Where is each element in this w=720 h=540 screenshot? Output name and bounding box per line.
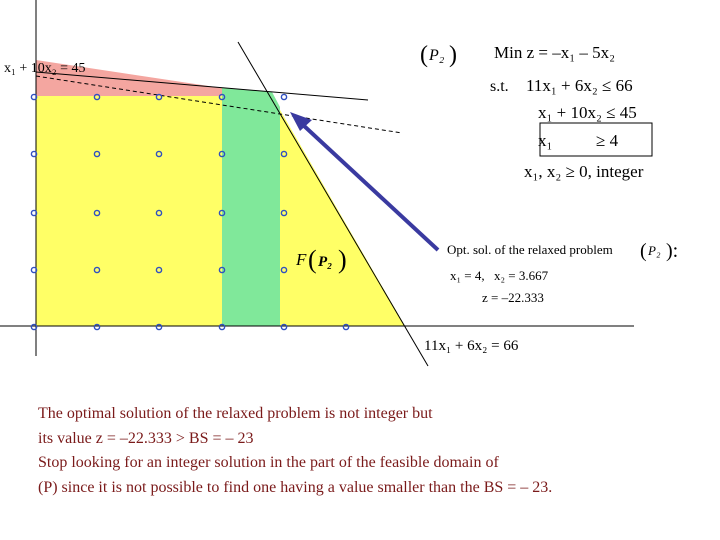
constraint1-line <box>237 41 429 367</box>
objective-line <box>35 75 403 134</box>
explanation-line-2: its value z = –22.333 > BS = – 23 <box>38 429 254 447</box>
lattice-point <box>93 266 101 274</box>
lattice-point <box>342 323 350 331</box>
lattice-point <box>155 150 163 158</box>
relaxed-x1: x₁ = 4, <box>450 268 485 283</box>
lattice-point <box>218 209 226 217</box>
model-constraint4: x₁, x₂ ≥ 0, integer <box>524 162 644 181</box>
lattice-point <box>280 209 288 217</box>
branch-constraint-box <box>539 122 653 157</box>
lattice-point <box>218 93 226 101</box>
lattice-point <box>30 150 38 158</box>
constraint2-label: x₁ + 10x₂ = 45 <box>4 61 86 76</box>
relaxed-title: Opt. sol. of the relaxed problem <box>447 242 613 257</box>
cut-region <box>36 60 222 96</box>
constraint2-line <box>35 71 369 101</box>
lattice-point <box>30 93 38 101</box>
relaxed-paren-open: ( <box>640 240 647 262</box>
model-constraint1: 11x₁ + 6x₂ ≤ 66 <box>526 76 633 95</box>
model-paren-open: ( <box>420 42 428 68</box>
lp-diagram: x₁ + 10x₂ = 45 11x₁ + 6x₂ = 66 F ( P₂ ) … <box>0 0 678 367</box>
lattice-point <box>30 209 38 217</box>
model-st: s.t. <box>490 78 509 95</box>
explanation-line-4: (P) since it is not possible to find one… <box>38 478 553 496</box>
region-paren-open: ( <box>308 245 317 274</box>
relaxed-problem: P₂ <box>647 243 661 258</box>
lattice-point <box>218 266 226 274</box>
lattice-point <box>93 93 101 101</box>
feasible-region <box>36 72 405 326</box>
lattice-point <box>280 323 288 331</box>
lattice-point <box>155 209 163 217</box>
explanation-line-3: Stop looking for an integer solution in … <box>38 454 499 471</box>
lattice-point <box>280 266 288 274</box>
region-paren-close: ) <box>338 245 347 274</box>
relaxed-z: z = –22.333 <box>482 290 544 305</box>
explanation-line-1: The optimal solution of the relaxed prob… <box>38 405 433 422</box>
relaxed-solution-arrow <box>300 122 440 252</box>
lattice-point <box>155 93 163 101</box>
lattice-point <box>155 266 163 274</box>
lattice-point <box>30 266 38 274</box>
region-label-arg: P₂ <box>318 254 332 270</box>
lattice-point <box>93 209 101 217</box>
lattice-points <box>30 93 350 331</box>
lattice-point <box>218 150 226 158</box>
model-constraint3-rel: ≥ 4 <box>596 131 619 150</box>
model-objective: Min z = –x₁ – 5x₂ <box>494 43 615 62</box>
explanation-text: The optimal solution of the relaxed prob… <box>38 402 708 500</box>
lattice-point <box>30 323 38 331</box>
model-name: P₂ <box>428 47 445 64</box>
relaxed-x2: x₂ = 3.667 <box>494 268 549 283</box>
lattice-point <box>93 150 101 158</box>
lattice-point <box>218 323 226 331</box>
lattice-point <box>155 323 163 331</box>
model-constraint2: x₁ + 10x₂ ≤ 45 <box>538 103 637 122</box>
lattice-point <box>280 93 288 101</box>
model-paren-close: ) <box>449 42 457 68</box>
constraint1-label: 11x₁ + 6x₂ = 66 <box>424 338 519 354</box>
subproblem-strip <box>222 88 280 326</box>
region-label: F <box>295 250 307 269</box>
model-constraint3-var: x₁ <box>538 131 552 150</box>
arrow-head-icon <box>290 112 312 131</box>
lattice-point <box>280 150 288 158</box>
relaxed-paren-close: ): <box>666 240 678 262</box>
lattice-point <box>93 323 101 331</box>
